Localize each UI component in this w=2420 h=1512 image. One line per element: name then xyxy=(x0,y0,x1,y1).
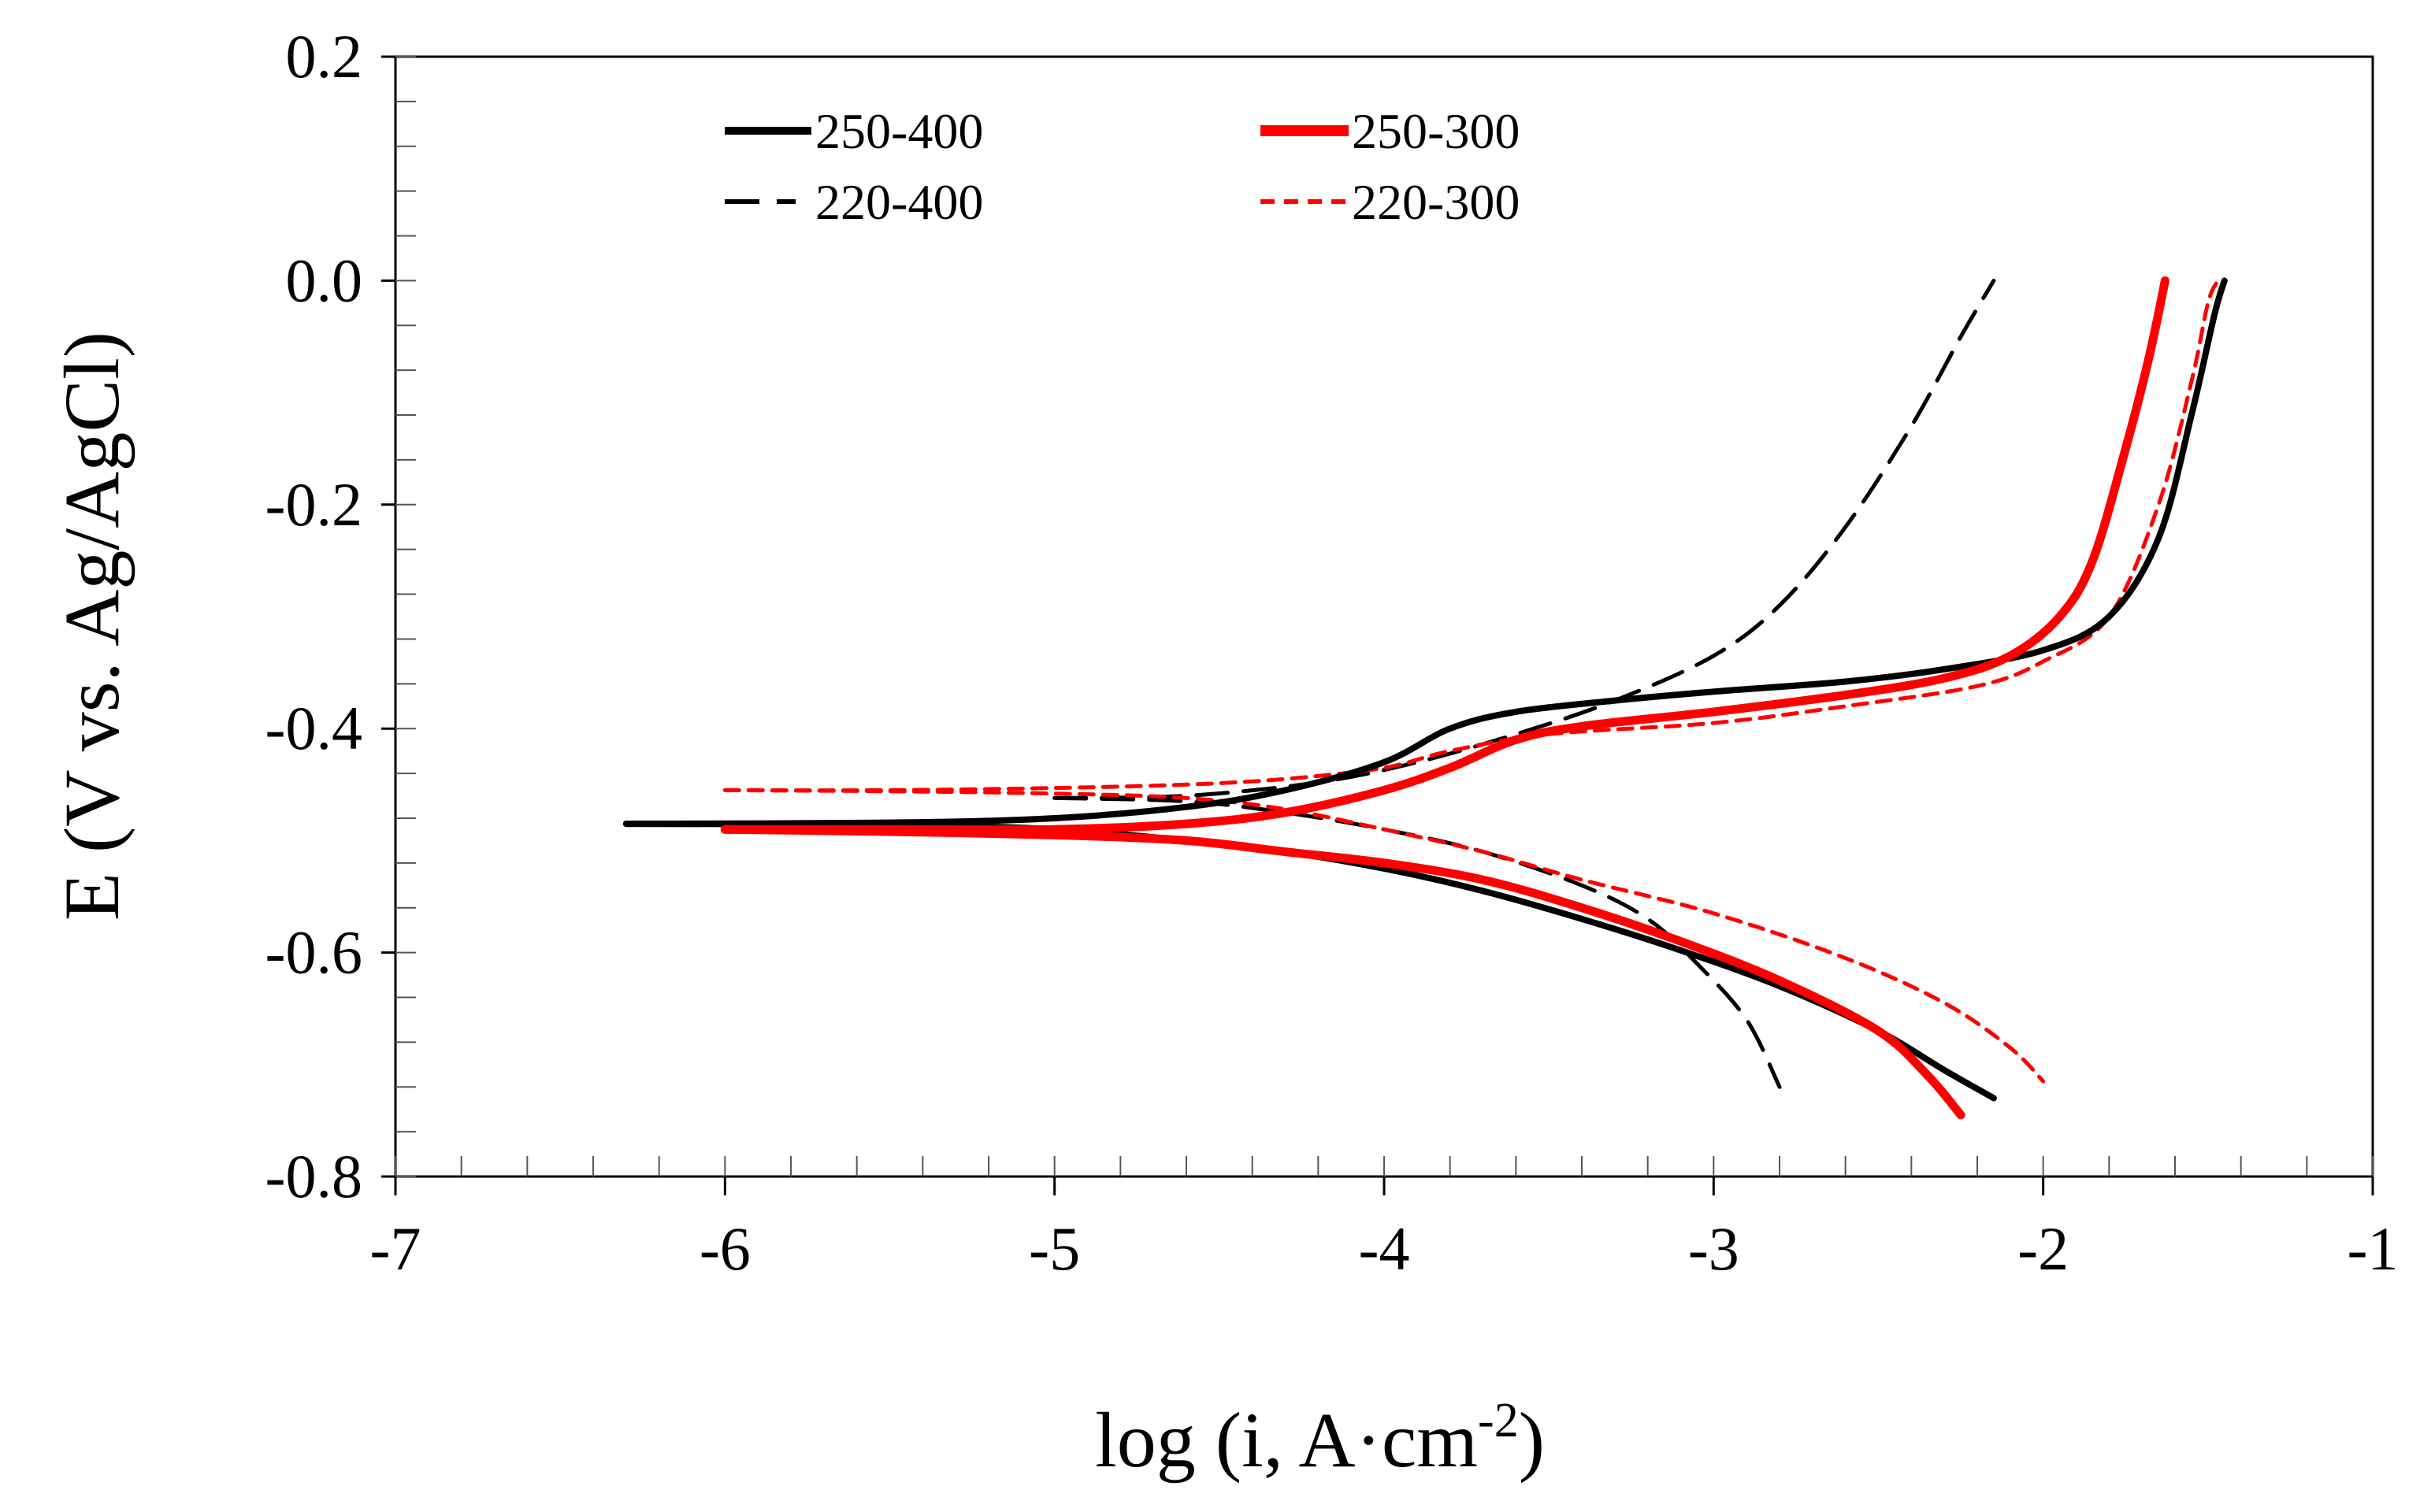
legend-label-220-400: 220-400 xyxy=(815,174,983,230)
x-tick-label: -3 xyxy=(1688,1214,1739,1283)
series-250-300-anodic xyxy=(720,276,2169,835)
y-tick-label: 0.2 xyxy=(286,22,363,91)
legend-label-250-400: 250-400 xyxy=(815,103,983,159)
legend: 250-400 250-300 220-400 220-300 xyxy=(725,103,1520,230)
x-minor-ticks xyxy=(394,1156,2374,1195)
series-220-300-anodic xyxy=(722,278,2220,793)
series-250-300-cathodic xyxy=(720,825,1965,1120)
legend-label-220-300: 220-300 xyxy=(1352,174,1520,230)
x-tick-label: -5 xyxy=(1029,1214,1080,1283)
y-tick-label: 0.0 xyxy=(286,246,363,314)
y-tick-label: -0.2 xyxy=(265,470,362,539)
x-axis-title-sup: -2 xyxy=(1478,1394,1519,1447)
series-220-300-cathodic xyxy=(722,788,2046,1084)
x-tick-label: -2 xyxy=(2017,1214,2069,1283)
x-axis-title-main: log (i, A·cm xyxy=(1095,1396,1478,1484)
y-minor-ticks xyxy=(381,55,416,1178)
y-tick-labels: 0.2 0.0 -0.2 -0.4 -0.6 -0.8 xyxy=(265,22,362,1210)
series-250-400-anodic xyxy=(622,277,2228,828)
y-axis-title: E (V vs. Ag/AgCl) xyxy=(48,332,135,921)
x-axis-title: log (i, A·cm-2) xyxy=(1095,1394,1545,1484)
x-axis-title-close: ) xyxy=(1519,1396,1545,1484)
y-tick-label: -0.4 xyxy=(265,694,362,762)
x-tick-labels: -7 -6 -5 -4 -3 -2 -1 xyxy=(370,1214,2399,1283)
x-tick-label: -1 xyxy=(2348,1214,2399,1283)
series-lines xyxy=(622,276,2228,1120)
y-tick-label: -0.6 xyxy=(265,918,362,987)
x-tick-label: -7 xyxy=(370,1214,421,1283)
legend-label-250-300: 250-300 xyxy=(1352,103,1520,159)
y-tick-label: -0.8 xyxy=(265,1142,362,1210)
x-tick-label: -6 xyxy=(700,1214,751,1283)
x-tick-label: -4 xyxy=(1359,1214,1410,1283)
